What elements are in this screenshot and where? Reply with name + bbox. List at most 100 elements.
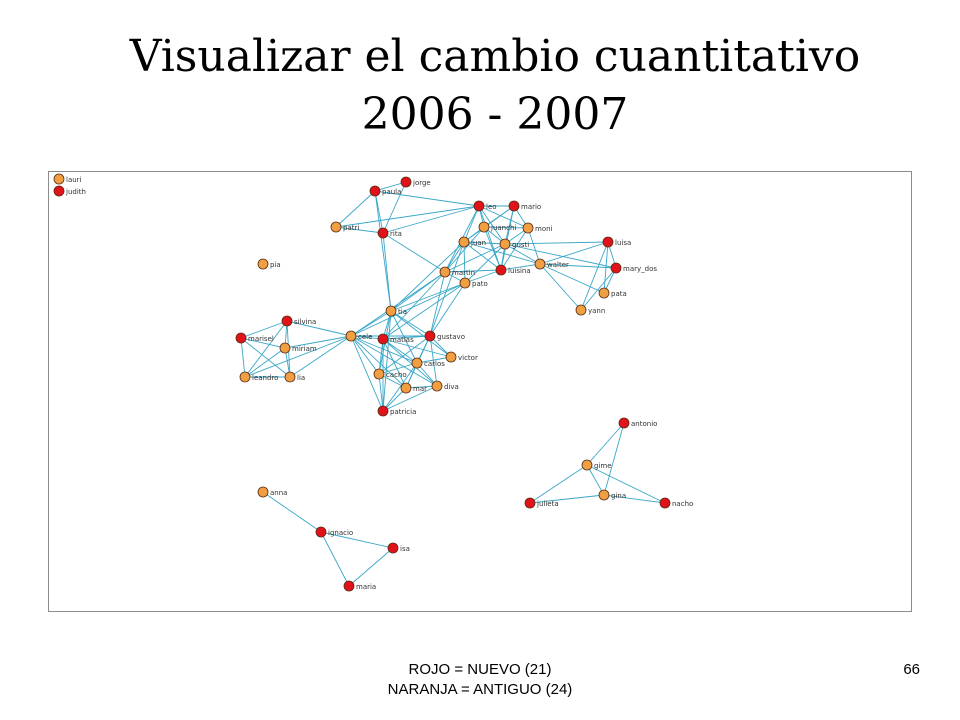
nodes-layer: lauri judith jorge paula patri rita leo mario ju…: [53, 173, 693, 592]
node-label-walter: walter: [547, 261, 569, 269]
edge-silvina-cele: [286, 320, 352, 337]
title-line-2: 2006 - 2007: [361, 89, 629, 140]
edge-silvina-marisel: [240, 320, 288, 339]
node-patricia: patricia: [377, 405, 416, 417]
edges-layer: [240, 181, 666, 587]
node-marker-pata: [598, 287, 610, 299]
edge-martin-matias: [382, 271, 446, 340]
node-patri: patri: [330, 221, 359, 233]
node-marker-marisel: [235, 332, 247, 344]
node-mar: mar: [400, 382, 427, 394]
node-marker-matias: [377, 333, 389, 345]
node-marker-cacho: [373, 368, 385, 380]
node-label-mary_dos: mary_dos: [623, 265, 657, 273]
node-marker-gustavo: [424, 330, 436, 342]
node-label-gina: gina: [611, 492, 626, 500]
edge-luisina-walter: [500, 263, 541, 271]
edge-rita-martin: [382, 232, 446, 273]
edge-juanchi-moni: [483, 226, 529, 229]
node-gusti: gusti: [499, 238, 529, 250]
node-marker-mary_dos: [610, 262, 622, 274]
edge-walter-yann: [539, 263, 582, 311]
node-marker-antonio: [618, 417, 630, 429]
node-label-yann: yann: [588, 307, 605, 315]
network-graph-canvas: lauri judith jorge paula patri rita leo mario ju…: [53, 173, 693, 592]
edge-gime-julieta: [529, 464, 588, 504]
edge-leo-moni: [478, 205, 529, 229]
node-label-leandro: leandro: [252, 374, 278, 382]
node-maria: maria: [343, 580, 376, 592]
node-label-gime: gime: [594, 462, 612, 470]
edge-gusti-pato: [464, 243, 506, 284]
edge-juan-walter: [463, 241, 541, 265]
legend-nuevo: ROJO = NUEVO (21): [408, 661, 552, 678]
node-label-matias: matias: [390, 336, 414, 344]
node-leandro: leandro: [239, 371, 278, 383]
edge-mar-patricia: [382, 387, 407, 412]
node-marker-miriam: [279, 342, 291, 354]
edge-diva-patricia: [382, 385, 438, 412]
edge-jorge-rita: [382, 181, 407, 234]
edge-gustavo-diva: [429, 335, 438, 387]
node-marker-jorge: [400, 176, 412, 188]
edge-marisel-lia: [240, 337, 291, 378]
edge-juanchi-luisina: [483, 226, 502, 271]
node-marker-carlos: [411, 357, 423, 369]
edge-cele-cacho: [350, 335, 380, 375]
node-marker-pato: [459, 277, 471, 289]
edge-matias-mar: [382, 338, 407, 389]
node-label-julieta: julieta: [536, 500, 559, 508]
edge-luisina-martin: [444, 269, 502, 273]
node-label-jorge: jorge: [412, 179, 431, 187]
node-label-silvina: silvina: [294, 318, 316, 326]
node-cele: cele: [345, 330, 372, 342]
edge-matias-gustavo: [382, 335, 431, 340]
node-marker-moni: [522, 222, 534, 234]
node-walter: walter: [534, 258, 569, 270]
node-label-isa: isa: [400, 545, 410, 553]
edge-anna-ignacio: [262, 491, 322, 533]
edge-matias-victor: [382, 338, 452, 358]
edge-marisel-leandro: [240, 337, 246, 378]
node-marker-leandro: [239, 371, 251, 383]
node-label-cacho: cacho: [386, 371, 407, 379]
edge-juan-luisina: [463, 241, 502, 271]
node-marker-martin: [439, 266, 451, 278]
slide-title: Visualizar el cambio cuantitativo 2006 -…: [0, 28, 960, 144]
node-marker-julieta: [524, 497, 536, 509]
edge-tia-gustavo: [390, 310, 431, 337]
node-gina: gina: [598, 489, 626, 501]
node-label-tia: tia: [398, 308, 407, 316]
edge-walter-pata: [539, 263, 605, 294]
edge-mario-luisina: [500, 205, 515, 271]
node-gustavo: gustavo: [424, 330, 465, 342]
node-miriam: miriam: [279, 342, 317, 354]
node-marker-diva: [431, 380, 443, 392]
node-jorge: jorge: [400, 176, 431, 188]
edge-cele-diva: [350, 335, 438, 387]
node-lauri: lauri: [53, 173, 82, 185]
node-marker-juan: [458, 236, 470, 248]
edge-paula-tia: [374, 190, 392, 312]
edge-luisa-pata: [603, 241, 609, 294]
node-marker-paula: [369, 185, 381, 197]
node-marker-judith: [53, 185, 65, 197]
node-label-antonio: antonio: [631, 420, 657, 428]
edge-walter-luisa: [539, 241, 609, 265]
node-marker-pia: [257, 258, 269, 270]
edge-silvina-leandro: [244, 320, 288, 378]
edge-gime-gina: [586, 464, 605, 496]
edge-tia-patricia: [382, 310, 392, 412]
edge-leandro-cele: [244, 335, 352, 378]
node-julieta: julieta: [524, 497, 559, 509]
node-label-judith: judith: [65, 188, 86, 196]
node-marker-gina: [598, 489, 610, 501]
node-marker-gusti: [499, 238, 511, 250]
node-marker-isa: [387, 542, 399, 554]
edge-gusti-walter: [504, 243, 541, 265]
edge-patri-rita: [335, 226, 384, 234]
node-label-ignacio: ignacio: [328, 529, 353, 537]
node-paula: paula: [369, 185, 401, 197]
node-label-carlos: carlos: [424, 360, 445, 368]
node-marker-cele: [345, 330, 357, 342]
